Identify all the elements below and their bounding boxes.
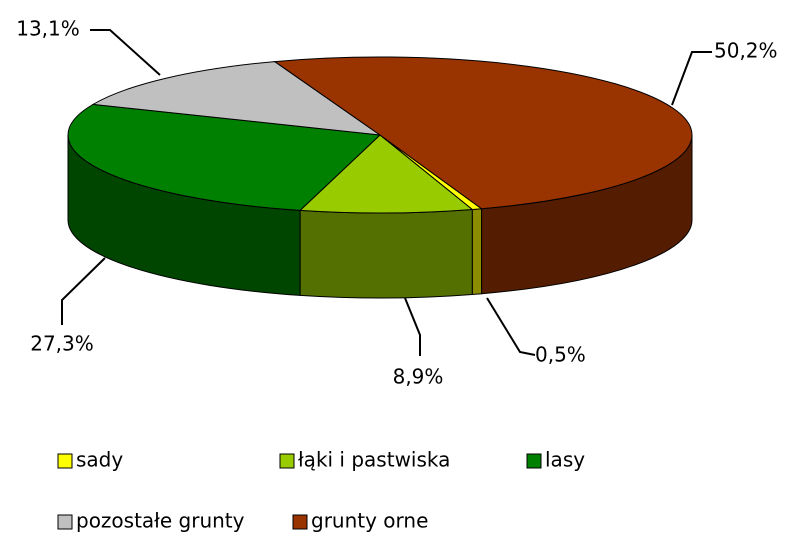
legend-label: łąki i pastwiska [298, 448, 450, 472]
legend-label: sady [76, 448, 123, 472]
leader-line [404, 297, 421, 356]
data-label: 13,1% [16, 17, 80, 41]
data-label: 8,9% [393, 365, 444, 389]
leader-line [90, 29, 161, 76]
leader-line [486, 297, 536, 356]
pie-slice [273, 56, 693, 210]
legend-label: lasy [545, 448, 585, 472]
data-label: 0,5% [535, 343, 586, 367]
leader-line [671, 51, 712, 106]
pie-slice [298, 134, 474, 214]
legend-label: pozostałe grunty [76, 509, 245, 533]
data-label: 27,3% [30, 332, 94, 356]
data-label: 50,2% [714, 39, 778, 63]
pie-side [471, 208, 483, 296]
leader-line [61, 257, 106, 325]
legend-swatch [57, 514, 73, 530]
pie-slice [91, 61, 381, 136]
legend-swatch [57, 453, 73, 469]
pie-side [299, 208, 473, 299]
legend-swatch [526, 453, 542, 469]
pie-slice [67, 103, 382, 211]
legend-label: grunty orne [311, 509, 428, 533]
legend-swatch [279, 453, 295, 469]
legend-swatch [292, 514, 308, 530]
